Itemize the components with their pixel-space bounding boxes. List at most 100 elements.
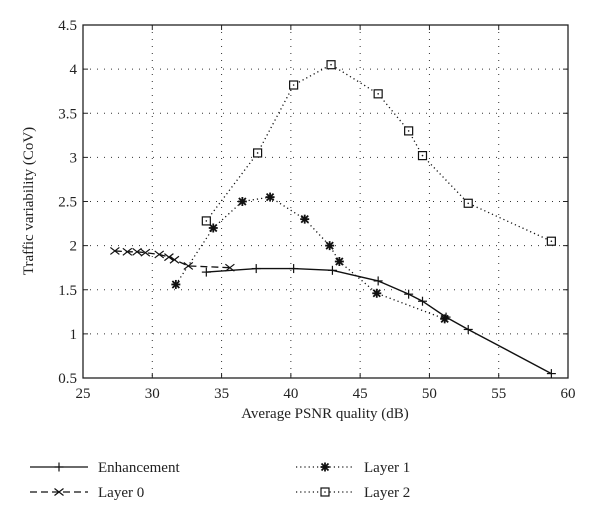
x-tick-label: 35 <box>214 386 229 402</box>
marker-stroke <box>238 197 247 206</box>
marker-x <box>54 488 64 496</box>
marker-asterisk <box>300 214 310 224</box>
marker-x <box>154 250 165 259</box>
marker-asterisk <box>325 241 335 251</box>
marker-asterisk <box>208 223 218 233</box>
series-layer-1 <box>171 192 450 324</box>
marker-stroke <box>209 223 218 233</box>
marker-x <box>183 261 194 270</box>
marker-stroke <box>54 488 64 496</box>
legend-label: Layer 2 <box>364 485 410 501</box>
x-tick-label: 25 <box>76 386 91 402</box>
y-tick-label: 1.5 <box>58 283 77 299</box>
marker-stroke <box>122 247 133 256</box>
legend-label: Layer 0 <box>98 485 144 501</box>
marker-plus <box>201 267 211 277</box>
marker-plus <box>54 462 64 472</box>
marker-stroke <box>320 462 330 472</box>
marker-square <box>463 198 473 208</box>
marker-x <box>169 255 180 264</box>
series-layer-2 <box>201 60 556 246</box>
marker-asterisk <box>237 197 247 206</box>
y-tick-label: 3 <box>70 150 78 166</box>
marker-stroke <box>335 257 344 266</box>
marker-asterisk <box>334 257 344 267</box>
marker-asterisk <box>372 288 382 298</box>
marker-square <box>253 148 263 158</box>
marker-stroke <box>110 246 120 255</box>
y-tick-label: 4 <box>70 62 78 78</box>
marker-square <box>373 89 383 99</box>
x-tick-label: 30 <box>145 386 160 402</box>
marker-dot <box>467 202 470 205</box>
marker-square <box>417 151 428 161</box>
x-tick-label: 50 <box>422 386 437 402</box>
legend-item: Layer 0 <box>30 485 144 501</box>
x-tick-label: 60 <box>561 386 576 402</box>
marker-stroke <box>372 289 381 298</box>
marker-asterisk <box>171 279 181 289</box>
marker-plus <box>546 369 556 379</box>
ticks: 25 30 35 40 45 50 55 60 0.5 1 1.5 2 2.5 3 3.5 4 4.5 <box>58 18 575 402</box>
marker-dot <box>330 63 332 66</box>
marker-square <box>326 60 336 70</box>
marker-stroke <box>164 253 174 262</box>
marker-square <box>289 80 299 90</box>
marker-dot <box>421 154 424 157</box>
y-axis-label: Traffic variability (CoV) <box>21 127 37 275</box>
marker-plus <box>251 264 261 274</box>
marker-stroke <box>440 314 449 324</box>
marker-stroke <box>169 255 180 264</box>
marker-dot <box>550 240 553 243</box>
series-layer-0 <box>110 246 235 272</box>
legend-item: Layer 1 <box>296 460 410 476</box>
marker-stroke <box>325 241 334 250</box>
y-tick-label: 1 <box>70 327 78 343</box>
x-tick-label: 40 <box>283 386 298 402</box>
marker-square <box>320 487 330 497</box>
marker-dot <box>205 220 208 222</box>
marker-stroke <box>225 263 235 272</box>
series-enhancement <box>201 264 556 379</box>
marker-stroke <box>154 250 165 259</box>
marker-dot <box>324 491 326 493</box>
marker-x <box>110 246 120 255</box>
marker-asterisk <box>265 192 275 202</box>
plot-area-border <box>82 24 569 379</box>
marker-x <box>140 248 151 257</box>
marker-plus <box>404 289 414 299</box>
marker-square <box>404 126 414 136</box>
marker-x <box>164 253 174 262</box>
legend: Enhancement Layer 0 Layer 1 Layer 2 <box>30 460 410 501</box>
y-tick-label: 4.5 <box>58 18 77 34</box>
marker-stroke <box>132 247 142 256</box>
y-tick-label: 2.5 <box>58 195 77 211</box>
marker-asterisk <box>440 314 450 324</box>
marker-plus <box>289 264 299 274</box>
y-tick-label: 3.5 <box>58 106 77 122</box>
marker-plus <box>463 324 473 334</box>
x-tick-label: 55 <box>491 386 506 402</box>
series-line <box>175 196 445 320</box>
y-tick-label: 0.5 <box>58 371 77 387</box>
marker-plus <box>373 276 383 286</box>
legend-label: Layer 1 <box>364 460 410 476</box>
series <box>110 60 556 379</box>
marker-stroke <box>183 261 194 270</box>
x-tick-label: 45 <box>353 386 368 402</box>
marker-square <box>201 216 211 226</box>
x-axis-label: Average PSNR quality (dB) <box>241 406 409 422</box>
marker-x <box>132 247 142 256</box>
marker-dot <box>292 84 295 86</box>
legend-label: Enhancement <box>98 460 180 476</box>
marker-x <box>225 263 235 272</box>
marker-asterisk <box>320 462 330 472</box>
marker-plus <box>418 296 427 306</box>
marker-stroke <box>300 215 309 224</box>
legend-item: Layer 2 <box>296 485 410 501</box>
marker-dot <box>407 130 410 132</box>
y-tick-label: 2 <box>70 239 78 255</box>
marker-stroke <box>171 280 180 289</box>
grid <box>83 25 568 378</box>
